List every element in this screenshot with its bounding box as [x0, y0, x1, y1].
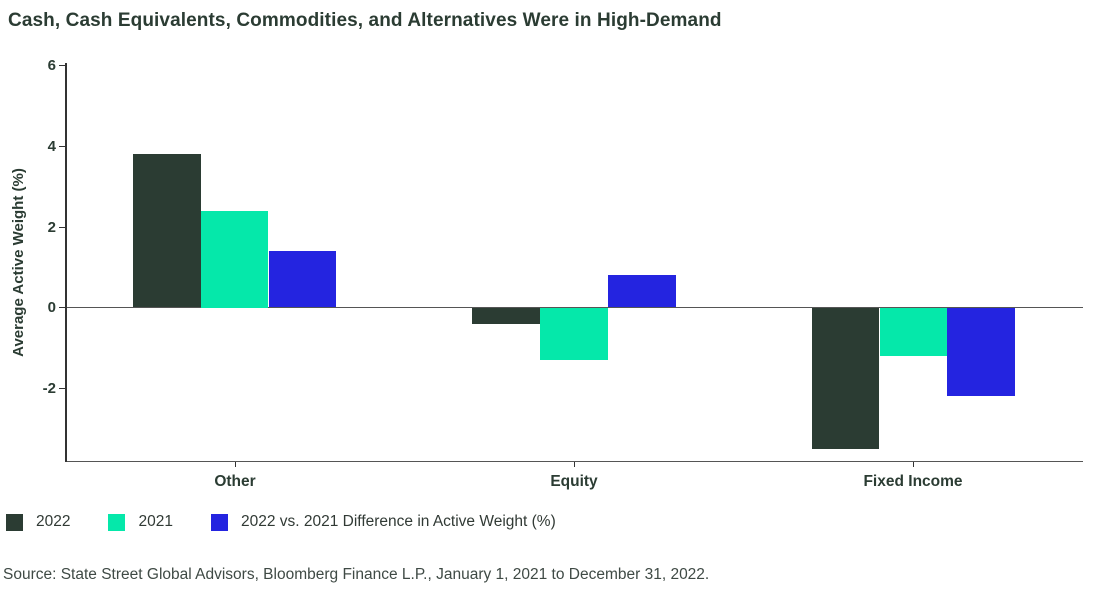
bar-2022-other [133, 153, 201, 308]
category-label-fixed-income: Fixed Income [863, 473, 963, 490]
legend-swatch-icon [6, 513, 23, 531]
source-note: Source: State Street Global Advisors, Bl… [3, 566, 710, 583]
bar-2022-vs-202-fixed-income [947, 307, 1015, 397]
y-tick-label: 4 [47, 138, 56, 155]
y-axis-line [65, 63, 67, 462]
y-tick-label: 0 [47, 299, 56, 316]
category-label-equity: Equity [550, 473, 598, 490]
y-tick-mark [59, 65, 65, 66]
category-label-other: Other [214, 473, 256, 490]
y-axis-label-wrap: Average Active Weight (%) [0, 63, 36, 461]
bar-2021-other [200, 210, 269, 308]
x-axis-line [65, 461, 1083, 462]
legend-swatch-icon [108, 513, 126, 531]
chart-title: Cash, Cash Equivalents, Commodities, and… [8, 10, 722, 31]
y-tick-label: -2 [42, 380, 56, 397]
legend-item-2022-vs-202: 2022 vs. 2021 Difference in Active Weigh… [210, 513, 556, 531]
bar-2021-equity [540, 307, 608, 360]
y-tick-mark [59, 307, 65, 308]
legend-swatch-icon [210, 513, 228, 531]
y-tick-mark [59, 146, 65, 147]
chart-legend: 2022 2021 2022 vs. 2021 Difference in Acti… [6, 513, 556, 531]
bar-2021-fixed-income [879, 307, 948, 356]
legend-label: 2022 vs. 2021 Difference in Active Weigh… [240, 513, 556, 530]
y-tick-label: 6 [47, 57, 56, 74]
x-tick-mark [574, 462, 575, 467]
bar-2022-fixed-income [811, 307, 880, 449]
legend-label: 2022 [36, 513, 71, 530]
y-tick-label: 2 [47, 219, 56, 236]
x-tick-mark [235, 462, 236, 467]
x-tick-mark [913, 462, 914, 467]
bar-2022-vs-202-other [268, 250, 337, 308]
y-tick-mark [59, 227, 65, 228]
bar-2022-vs-202-equity [607, 275, 676, 308]
y-axis-label: Average Active Weight (%) [9, 167, 27, 357]
y-tick-mark [59, 388, 65, 389]
legend-item-2022: 2022 [6, 513, 70, 531]
legend-item-2021: 2021 [108, 513, 173, 531]
legend-label: 2021 [138, 513, 173, 530]
bar-2022-equity [472, 307, 541, 324]
